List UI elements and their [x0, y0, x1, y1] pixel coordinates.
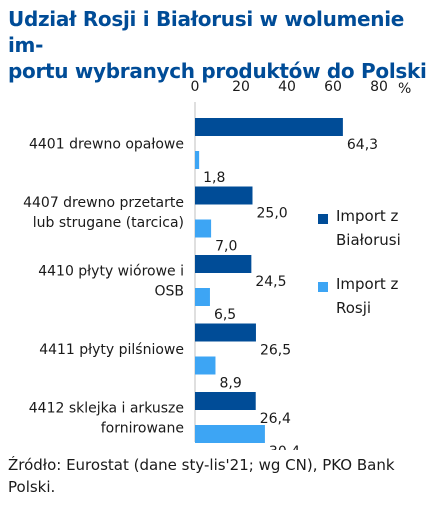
x-tick-label: 40: [278, 79, 296, 95]
legend-item-russia: Import z Rosji: [318, 272, 438, 320]
bar-russia: [195, 425, 265, 443]
data-label-russia: 8,9: [219, 376, 241, 392]
legend-label-belarus-line-1: Import z: [336, 207, 399, 225]
legend-item-belarus: Import z Białorusi: [318, 204, 438, 252]
bar-belarus: [195, 186, 253, 205]
category-label: 4412 sklejka i arkusze: [29, 401, 184, 417]
legend-label-russia-line-1: Import z: [336, 275, 399, 293]
category-label: fornirowane: [101, 421, 184, 437]
source-note: Źródło: Eurostat (dane sty-lis'21; wg CN…: [8, 456, 395, 496]
data-label-russia: 1,8: [203, 170, 225, 186]
x-tick-label: 60: [324, 79, 342, 95]
x-axis-unit: %: [398, 81, 411, 97]
bar-russia: [195, 219, 212, 238]
category-label: 4410 płyty wiórowe i: [38, 264, 184, 280]
x-tick-label: 20: [232, 79, 250, 95]
legend-label-belarus-line-2: Białorusi: [336, 231, 401, 249]
data-label-belarus: 26,4: [260, 411, 291, 427]
bar-belarus: [195, 118, 343, 136]
data-label-russia: 6,5: [214, 307, 236, 323]
bar-belarus: [195, 323, 256, 342]
data-label-belarus: 26,5: [260, 343, 291, 359]
chart-title: Udział Rosji i Białorusi w wolumenie im-…: [8, 6, 438, 84]
data-label-russia: 7,0: [215, 239, 237, 255]
chart-legend: Import z Białorusi Import z Rosji: [318, 204, 438, 340]
bar-belarus: [195, 392, 256, 410]
legend-label-belarus: Import z Białorusi: [336, 204, 426, 252]
data-label-belarus: 64,3: [347, 137, 378, 153]
legend-swatch-russia: [318, 282, 328, 292]
category-label: 4401 drewno opałowe: [29, 137, 184, 153]
category-label: 4407 drewno przetarte: [23, 195, 184, 211]
category-label: OSB: [154, 284, 184, 300]
chart-title-line-1: Udział Rosji i Białorusi w wolumenie im-: [8, 7, 405, 57]
x-tick-label: 80: [370, 79, 388, 95]
x-tick-label: 0: [191, 79, 200, 95]
legend-label-russia: Import z Rosji: [336, 272, 426, 320]
data-label-belarus: 25,0: [257, 206, 288, 222]
bar-belarus: [195, 255, 252, 273]
data-label-russia: 30,4: [269, 444, 300, 450]
chart-title-line-2: portu wybranych produktów do Polski: [8, 59, 427, 83]
category-label: 4411 płyty pilśniowe: [39, 342, 184, 358]
legend-swatch-belarus: [318, 214, 328, 224]
bar-russia: [195, 356, 216, 375]
data-label-belarus: 24,5: [255, 274, 286, 290]
category-label: lub strugane (tarcica): [33, 215, 184, 231]
bar-russia: [195, 151, 200, 169]
legend-label-russia-line-2: Rosji: [336, 299, 372, 317]
bar-russia: [195, 288, 210, 306]
bar-chart: 0 20 40 60 80 % 64,3 1,8 4401 drewno opałowe 25,0…: [23, 79, 411, 450]
